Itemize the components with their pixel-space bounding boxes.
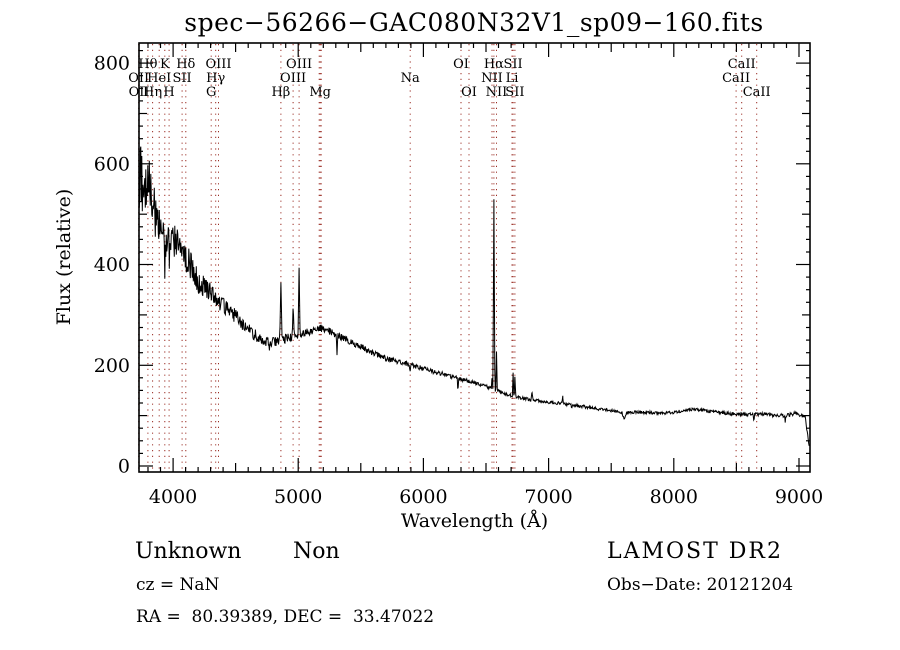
svg-text:0: 0 [118, 456, 130, 478]
spectral-line-labels: OIIOIIHθHηHeIKHSIIHδGHγOIIIHβOIIIOIIIMgN… [128, 57, 770, 100]
svg-text:Li: Li [506, 71, 519, 86]
svg-text:Hγ: Hγ [206, 71, 225, 86]
svg-text:NII: NII [481, 71, 503, 86]
svg-text:Hη: Hη [143, 85, 162, 100]
svg-text:OII: OII [129, 85, 150, 100]
svg-text:400: 400 [94, 254, 130, 276]
svg-text:Na: Na [401, 71, 420, 86]
svg-text:K: K [160, 57, 170, 72]
svg-text:OIII: OIII [205, 57, 231, 72]
svg-text:OIII: OIII [286, 57, 312, 72]
svg-text:OI: OI [453, 57, 469, 72]
ra-dec-text: RA = 80.39389, DEC = 33.47022 [136, 607, 435, 627]
obs-date-text: Obs−Date: 20121204 [607, 575, 794, 595]
svg-text:SII: SII [504, 57, 523, 72]
plot-title: spec−56266−GAC080N32V1_sp09−160.fits [184, 8, 764, 37]
spectral-line-markers [138, 44, 758, 471]
svg-text:600: 600 [94, 153, 130, 175]
svg-text:Hβ: Hβ [271, 85, 290, 100]
plot-frame [138, 42, 811, 473]
svg-text:4000: 4000 [149, 486, 197, 508]
svg-text:9000: 9000 [775, 486, 823, 508]
svg-text:OII: OII [128, 71, 149, 86]
x-axis-label: Wavelength (Å) [401, 510, 548, 532]
svg-text:Hδ: Hδ [176, 57, 195, 72]
svg-text:OI: OI [461, 85, 477, 100]
svg-text:5000: 5000 [274, 486, 322, 508]
axis-ticks [139, 43, 810, 472]
svg-text:7000: 7000 [524, 486, 572, 508]
svg-text:NII: NII [486, 85, 508, 100]
svg-text:Mg: Mg [309, 85, 331, 100]
svg-text:G: G [206, 85, 216, 100]
svg-text:SII: SII [505, 85, 524, 100]
svg-text:CaII: CaII [722, 71, 750, 86]
svg-text:Hθ: Hθ [138, 57, 157, 72]
svg-text:OIII: OIII [280, 71, 306, 86]
survey-release-text: LAMOST DR2 [607, 539, 783, 564]
svg-text:SII: SII [173, 71, 192, 86]
svg-text:8000: 8000 [650, 486, 698, 508]
spectrum-trace [138, 146, 810, 447]
svg-text:CaII: CaII [728, 57, 756, 72]
svg-text:Hα: Hα [484, 57, 504, 72]
cz-value-text: cz = NaN [136, 575, 220, 595]
svg-text:200: 200 [94, 355, 130, 377]
svg-text:H: H [163, 85, 174, 100]
svg-text:CaII: CaII [743, 85, 771, 100]
axis-tick-labels: 4000 5000 6000 7000 8000 9000 0 200 400 600 800 [94, 53, 823, 508]
y-axis-label: Flux (relative) [53, 189, 75, 326]
svg-text:6000: 6000 [399, 486, 447, 508]
classification-text: Unknown [135, 539, 242, 564]
svg-text:HeI: HeI [147, 71, 171, 86]
subclass-text: Non [293, 539, 340, 564]
svg-text:800: 800 [94, 53, 130, 75]
